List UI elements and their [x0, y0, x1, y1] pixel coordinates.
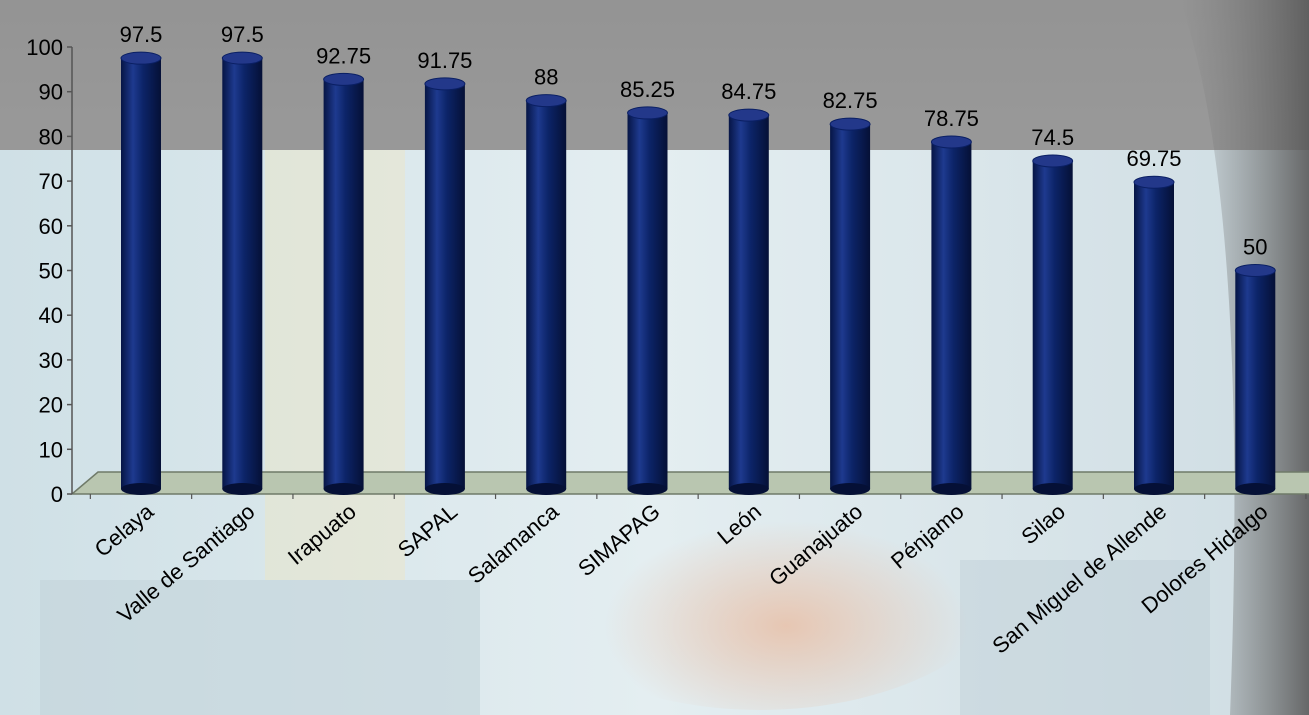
y-tick-label: 0 — [51, 482, 63, 507]
bar-base — [424, 483, 465, 495]
data-label: 78.75 — [924, 106, 979, 131]
y-tick-label: 60 — [39, 214, 63, 239]
data-label: 97.5 — [120, 22, 163, 47]
bar-body — [728, 115, 769, 489]
chart-floor — [69, 471, 1309, 495]
bar-base — [1134, 483, 1174, 495]
bar-top — [1234, 264, 1276, 277]
bar-base — [931, 483, 972, 495]
bar-top — [424, 77, 466, 91]
y-tick-label: 90 — [39, 80, 63, 105]
x-category-label: León — [712, 499, 766, 550]
y-tick-label: 20 — [39, 393, 63, 418]
data-label: 84.75 — [721, 79, 776, 104]
bar — [120, 51, 162, 495]
x-category-label: Silao — [1016, 499, 1070, 550]
bar — [221, 51, 263, 495]
x-category-label: SIMAPAG — [573, 499, 665, 582]
bar-body — [931, 141, 972, 490]
x-category-label: Celaya — [90, 498, 159, 562]
bar-top — [1032, 154, 1074, 168]
bar-base — [222, 483, 263, 495]
bar — [1032, 154, 1074, 495]
bar-top — [627, 106, 668, 120]
x-category-label: Guanajuato — [764, 499, 867, 591]
y-tick-label: 40 — [39, 303, 63, 328]
bar-top — [323, 72, 365, 86]
bar-top — [829, 117, 871, 131]
x-category-label: Salamanca — [463, 498, 564, 588]
bar — [829, 117, 871, 495]
bar-top — [221, 51, 263, 65]
bar-top — [930, 135, 972, 149]
bar-body — [121, 58, 161, 490]
bar — [627, 106, 668, 495]
x-category-label: San Miguel de Allende — [987, 499, 1171, 659]
bar — [930, 135, 972, 495]
bar-base — [627, 483, 668, 495]
bar-body — [830, 124, 871, 490]
data-label: 69.75 — [1126, 146, 1181, 171]
data-label: 91.75 — [417, 48, 472, 73]
bar-body — [1134, 182, 1174, 489]
bar-body — [526, 100, 567, 489]
y-tick-label: 80 — [39, 124, 63, 149]
bar-base — [526, 483, 567, 495]
bar — [728, 108, 770, 495]
y-tick-label: 100 — [26, 35, 63, 60]
bar-base — [121, 483, 161, 495]
bar-base — [728, 483, 769, 495]
bar-body — [1032, 160, 1073, 490]
bar-top — [120, 51, 162, 65]
bar — [1234, 264, 1276, 495]
y-tick-label: 50 — [39, 259, 63, 284]
bar-body — [424, 83, 465, 489]
bar-base — [830, 483, 871, 495]
bar — [424, 77, 466, 495]
data-labels: 97.5 97.5 92.75 91.75 88 85.25 84.75 82.75 78.75… — [120, 22, 1268, 259]
data-label: 82.75 — [823, 88, 878, 113]
bar-top — [728, 108, 770, 122]
floor-plane — [69, 471, 1309, 495]
bar-body — [627, 112, 668, 490]
bar-body — [1235, 270, 1276, 489]
bar — [1133, 175, 1175, 495]
bar-top — [525, 94, 567, 108]
data-label: 85.25 — [620, 77, 675, 102]
data-label: 88 — [534, 65, 558, 90]
bar-body — [323, 79, 364, 489]
bar — [525, 94, 567, 495]
data-label: 74.5 — [1031, 125, 1074, 150]
y-axis: 0 10 20 30 40 50 60 70 80 90 100 — [26, 35, 1307, 507]
bar-series — [120, 51, 1276, 495]
bar-base — [1032, 483, 1073, 495]
y-tick-label: 10 — [39, 437, 63, 462]
bar-base — [1235, 483, 1276, 495]
data-label: 92.75 — [316, 43, 371, 68]
y-tick-label: 70 — [39, 169, 63, 194]
data-label: 97.5 — [221, 22, 264, 47]
y-tick-label: 30 — [39, 348, 63, 373]
x-category-label: SAPAL — [393, 499, 462, 563]
bar — [323, 72, 365, 495]
bar-body — [222, 58, 263, 490]
x-category-label: Irapuato — [283, 499, 361, 570]
x-category-label: Pénjamo — [886, 499, 969, 574]
data-label: 50 — [1243, 235, 1267, 260]
bar-base — [323, 483, 364, 495]
bar-top — [1133, 175, 1175, 189]
